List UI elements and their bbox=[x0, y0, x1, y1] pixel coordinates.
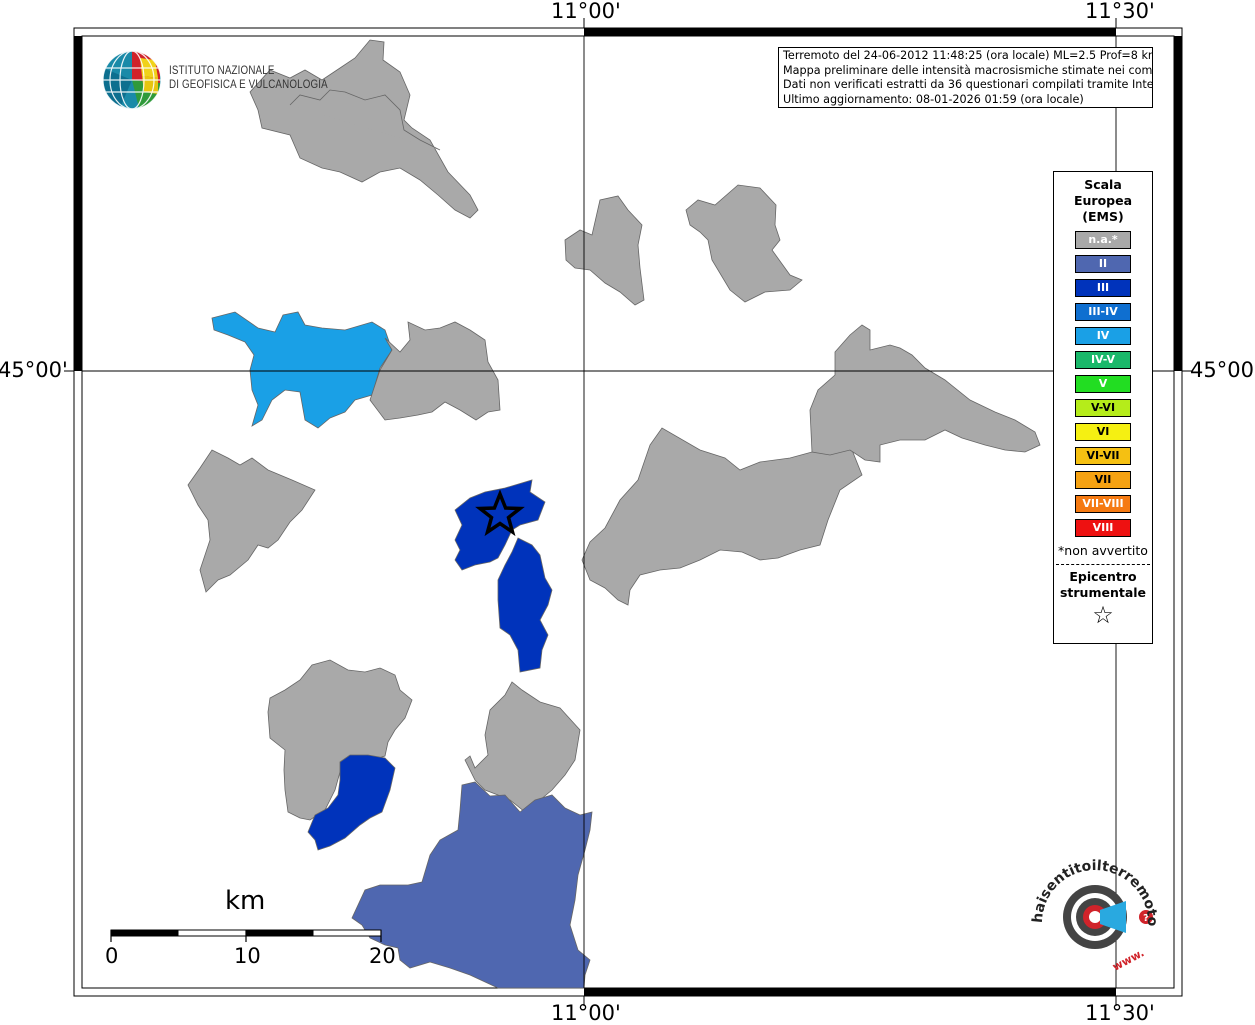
lat-label-left: 45°00' bbox=[0, 358, 68, 382]
legend-epicentre-line-1: Epicentro bbox=[1069, 569, 1137, 584]
comune-iii-sudovest bbox=[307, 754, 396, 851]
legend-item-11: VII-VIII bbox=[1075, 495, 1131, 513]
legend-item-4: IV bbox=[1075, 327, 1131, 345]
legend-star-icon: ☆ bbox=[1092, 601, 1114, 629]
legend-item-5: IV-V bbox=[1075, 351, 1131, 369]
lon-label-top-2: 11°30' bbox=[1085, 0, 1155, 23]
comune-est-1 bbox=[581, 427, 863, 606]
legend-item-10: VII bbox=[1075, 471, 1131, 489]
frame-bar-left bbox=[74, 36, 82, 371]
legend-item-8: VI bbox=[1075, 423, 1131, 441]
legend-title: Scala Europea (EMS) bbox=[1054, 177, 1152, 225]
ingv-logo-icon bbox=[102, 50, 162, 110]
scale-bar-graphic bbox=[110, 929, 382, 942]
scale-tick-20: 20 bbox=[369, 944, 396, 968]
frame-bar-right bbox=[1174, 36, 1182, 371]
comune-ovest bbox=[187, 449, 316, 593]
legend-separator bbox=[1056, 564, 1150, 565]
comune-iii-sud bbox=[497, 537, 553, 673]
comune-nc-1 bbox=[564, 195, 645, 306]
ingv-line-1: ISTITUTO NAZIONALE bbox=[169, 65, 275, 77]
event-info-line-2: Mappa preliminare delle intensità macros… bbox=[783, 63, 1153, 77]
lon-label-bottom-2: 11°30' bbox=[1085, 1001, 1155, 1025]
legend-items: n.a.* II III III-IV IV IV-V V V-VI VI VI-VII VII VI… bbox=[1054, 231, 1152, 537]
comune-iv bbox=[211, 311, 393, 429]
haisentito-logo-icon: ? haisentitoilterremoto.it www. bbox=[1030, 855, 1160, 974]
event-info-line-4: Ultimo aggiornamento: 08-01-2026 01:59 (… bbox=[783, 92, 1084, 106]
lon-label-top-1: 11°00' bbox=[551, 0, 621, 23]
legend-item-9: VI-VII bbox=[1075, 447, 1131, 465]
event-info-box: Terremoto del 24-06-2012 11:48:25 (ora l… bbox=[778, 47, 1153, 108]
comune-sudovest bbox=[267, 659, 413, 821]
epicentre-star bbox=[475, 489, 525, 537]
ems-legend: Scala Europea (EMS) n.a.* II III III-IV IV IV… bbox=[1053, 171, 1153, 644]
frame-bar-bottom bbox=[584, 988, 1116, 996]
legend-item-1: II bbox=[1075, 255, 1131, 273]
legend-title-line-2: Europea bbox=[1073, 193, 1133, 208]
legend-item-3: III-IV bbox=[1075, 303, 1131, 321]
frame-bar-top bbox=[584, 28, 1116, 36]
lat-label-right: 45°00' bbox=[1190, 358, 1255, 382]
lon-label-bottom-1: 11°00' bbox=[551, 1001, 621, 1025]
scale-unit: km bbox=[225, 886, 266, 916]
legend-title-line-1: Scala bbox=[1084, 177, 1122, 192]
ingv-logo-text: ISTITUTO NAZIONALE DI GEOFISICA E VULCAN… bbox=[169, 64, 328, 92]
event-info-line-3: Dati non verificati estratti da 36 quest… bbox=[783, 78, 1153, 91]
hsit-q: ? bbox=[1143, 913, 1149, 924]
comune-ii bbox=[351, 781, 593, 989]
event-info-line-1: Terremoto del 24-06-2012 11:48:25 (ora l… bbox=[783, 49, 1153, 62]
comune-est-2 bbox=[809, 324, 1041, 463]
legend-epicentre-line-2: strumentale bbox=[1059, 585, 1147, 600]
legend-item-0: n.a.* bbox=[1075, 231, 1131, 249]
ingv-line-2: DI GEOFISICA E VULCANOLOGIA bbox=[169, 79, 328, 91]
comune-nord-1 bbox=[249, 39, 479, 219]
municipality-polygons bbox=[187, 39, 1041, 989]
hsit-www: www. bbox=[1110, 946, 1146, 973]
comune-nord-2 bbox=[289, 89, 441, 151]
legend-item-7: V-VI bbox=[1075, 399, 1131, 417]
legend-item-12: VIII bbox=[1075, 519, 1131, 537]
legend-title-line-3: (EMS) bbox=[1082, 209, 1124, 224]
legend-item-6: V bbox=[1075, 375, 1131, 393]
scale-tick-10: 10 bbox=[234, 944, 261, 968]
legend-note: *non avvertito bbox=[1058, 543, 1148, 558]
legend-item-2: III bbox=[1075, 279, 1131, 297]
scale-tick-0: 0 bbox=[105, 944, 119, 968]
comune-nc-2 bbox=[685, 184, 803, 303]
legend-epicentre: Epicentro strumentale bbox=[1054, 569, 1152, 601]
